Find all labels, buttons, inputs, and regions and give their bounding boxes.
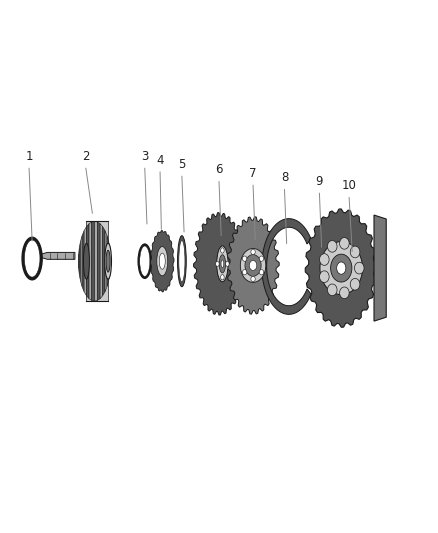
Ellipse shape xyxy=(328,240,337,252)
Polygon shape xyxy=(86,224,89,298)
Polygon shape xyxy=(82,231,84,292)
Ellipse shape xyxy=(221,274,224,280)
Polygon shape xyxy=(305,209,377,327)
Polygon shape xyxy=(105,231,107,292)
Ellipse shape xyxy=(328,284,337,296)
Ellipse shape xyxy=(24,240,40,277)
Ellipse shape xyxy=(354,262,364,274)
Ellipse shape xyxy=(243,256,247,261)
Polygon shape xyxy=(102,227,105,296)
Text: 5: 5 xyxy=(178,158,186,171)
Text: 8: 8 xyxy=(281,171,288,184)
Polygon shape xyxy=(194,213,244,315)
Ellipse shape xyxy=(22,237,42,280)
Ellipse shape xyxy=(320,241,363,295)
Polygon shape xyxy=(109,241,110,281)
Polygon shape xyxy=(92,221,95,301)
Text: 4: 4 xyxy=(156,154,164,166)
Ellipse shape xyxy=(259,270,264,275)
Text: 6: 6 xyxy=(215,163,223,176)
Ellipse shape xyxy=(350,246,360,258)
Polygon shape xyxy=(262,219,311,314)
Text: 7: 7 xyxy=(249,167,257,180)
Text: 2: 2 xyxy=(82,150,90,163)
Polygon shape xyxy=(150,230,174,292)
Ellipse shape xyxy=(243,270,247,275)
Ellipse shape xyxy=(331,254,352,282)
Ellipse shape xyxy=(157,247,168,276)
Ellipse shape xyxy=(339,238,349,249)
Polygon shape xyxy=(86,221,108,301)
Ellipse shape xyxy=(245,255,261,276)
Ellipse shape xyxy=(251,276,255,281)
Polygon shape xyxy=(100,224,102,298)
Polygon shape xyxy=(81,236,82,287)
Ellipse shape xyxy=(215,261,219,266)
Ellipse shape xyxy=(217,246,228,282)
Polygon shape xyxy=(107,236,109,287)
Ellipse shape xyxy=(320,271,329,282)
Text: 3: 3 xyxy=(141,150,148,163)
Ellipse shape xyxy=(84,243,89,279)
Ellipse shape xyxy=(221,248,224,253)
Ellipse shape xyxy=(249,261,257,270)
Polygon shape xyxy=(95,221,97,301)
Ellipse shape xyxy=(337,262,346,274)
Polygon shape xyxy=(79,241,81,281)
Ellipse shape xyxy=(226,261,229,266)
Ellipse shape xyxy=(140,246,150,276)
Ellipse shape xyxy=(138,244,152,278)
Ellipse shape xyxy=(105,243,112,279)
Ellipse shape xyxy=(159,253,165,269)
Ellipse shape xyxy=(240,248,266,282)
Ellipse shape xyxy=(177,236,186,287)
Ellipse shape xyxy=(179,240,185,282)
Polygon shape xyxy=(97,222,100,301)
Ellipse shape xyxy=(339,287,349,298)
Polygon shape xyxy=(89,222,92,301)
Ellipse shape xyxy=(106,250,110,272)
Ellipse shape xyxy=(251,249,255,255)
Ellipse shape xyxy=(350,278,360,290)
Ellipse shape xyxy=(259,256,264,261)
Text: 10: 10 xyxy=(342,179,357,192)
Text: 1: 1 xyxy=(25,150,33,163)
Polygon shape xyxy=(78,247,79,275)
Ellipse shape xyxy=(219,255,226,273)
Polygon shape xyxy=(374,215,386,321)
Ellipse shape xyxy=(221,260,224,268)
Text: 9: 9 xyxy=(316,175,323,188)
Polygon shape xyxy=(41,253,75,260)
Polygon shape xyxy=(227,217,279,314)
Polygon shape xyxy=(84,227,86,296)
Ellipse shape xyxy=(320,254,329,265)
